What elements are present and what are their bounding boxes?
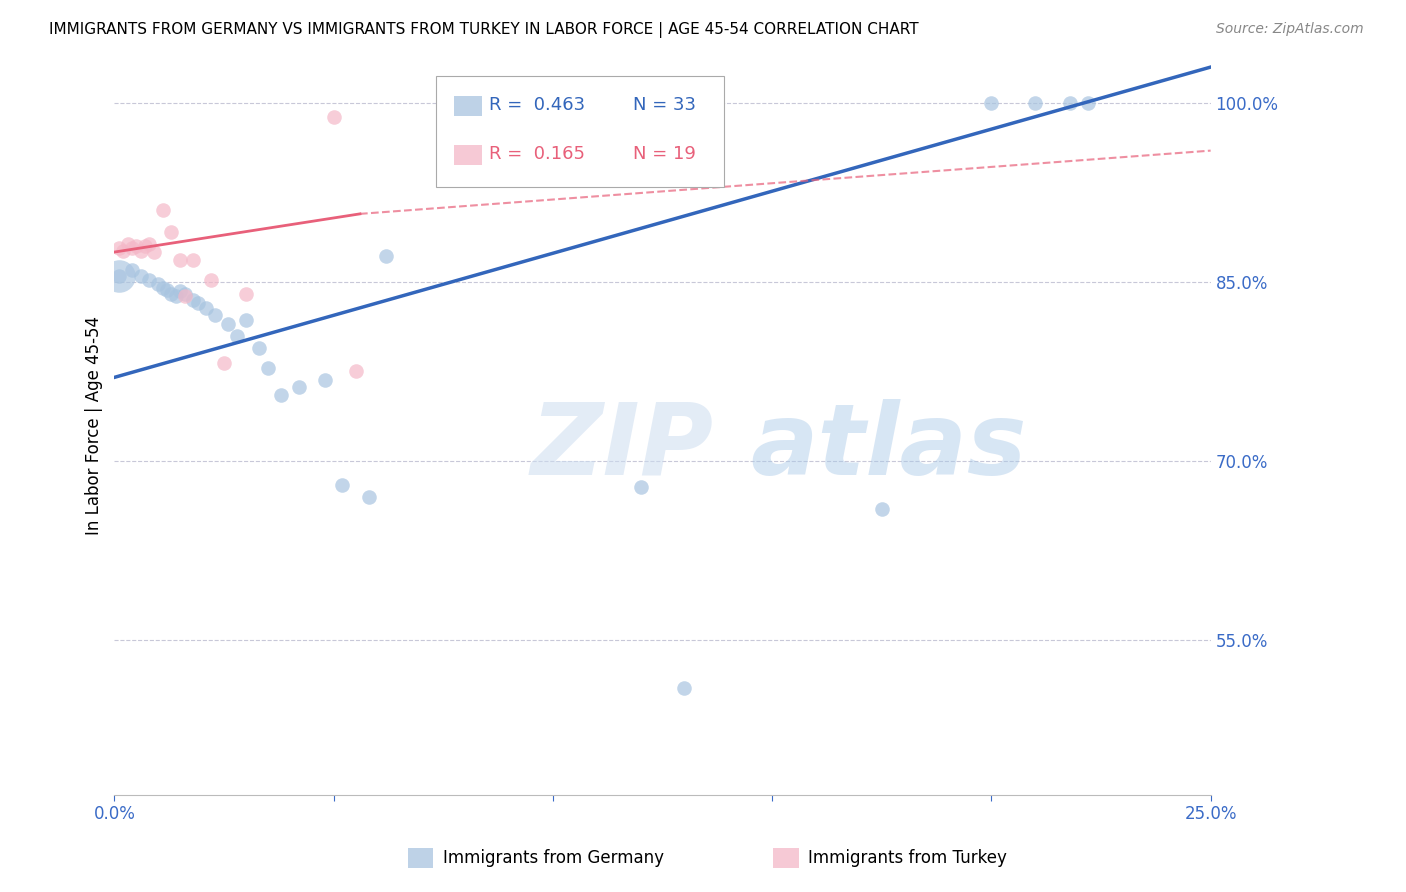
Y-axis label: In Labor Force | Age 45-54: In Labor Force | Age 45-54 xyxy=(86,316,103,534)
Point xyxy=(247,341,270,355)
Text: R =  0.463: R = 0.463 xyxy=(489,96,585,114)
Point xyxy=(169,285,191,299)
Point xyxy=(117,236,139,251)
Point xyxy=(870,501,893,516)
Point xyxy=(235,286,257,301)
Point xyxy=(187,296,209,310)
Point xyxy=(156,283,179,297)
Text: Source: ZipAtlas.com: Source: ZipAtlas.com xyxy=(1216,22,1364,37)
Point xyxy=(212,356,235,370)
Point xyxy=(287,380,309,394)
Point xyxy=(142,245,165,260)
Point xyxy=(160,225,183,239)
Point xyxy=(195,301,218,315)
Point xyxy=(200,272,222,286)
Text: atlas: atlas xyxy=(751,399,1026,496)
Text: Immigrants from Germany: Immigrants from Germany xyxy=(443,849,664,867)
Point xyxy=(173,286,195,301)
Point xyxy=(357,490,380,504)
Point xyxy=(107,268,129,283)
Point xyxy=(270,388,292,402)
Point xyxy=(322,110,344,124)
Point xyxy=(152,203,174,218)
Point xyxy=(183,293,205,307)
Text: IMMIGRANTS FROM GERMANY VS IMMIGRANTS FROM TURKEY IN LABOR FORCE | AGE 45-54 COR: IMMIGRANTS FROM GERMANY VS IMMIGRANTS FR… xyxy=(49,22,920,38)
Point xyxy=(375,249,398,263)
Point xyxy=(673,681,696,695)
Point xyxy=(107,268,129,283)
Point xyxy=(1059,95,1081,110)
Point xyxy=(630,480,652,494)
Point xyxy=(138,272,160,286)
Point xyxy=(344,364,367,378)
Point xyxy=(121,242,143,256)
Point xyxy=(257,360,280,375)
Point xyxy=(217,317,239,331)
Point xyxy=(112,244,135,258)
Point xyxy=(173,289,195,303)
Point xyxy=(129,244,152,258)
Text: R =  0.165: R = 0.165 xyxy=(489,145,585,163)
Point xyxy=(235,313,257,327)
Point xyxy=(160,286,183,301)
Point xyxy=(169,253,191,268)
Text: N = 19: N = 19 xyxy=(633,145,696,163)
Point xyxy=(183,253,205,268)
Point xyxy=(129,268,152,283)
Point xyxy=(204,308,226,322)
Point xyxy=(165,289,187,303)
Text: Immigrants from Turkey: Immigrants from Turkey xyxy=(808,849,1007,867)
Point xyxy=(121,263,143,277)
Point xyxy=(226,328,249,343)
Point xyxy=(138,236,160,251)
Point xyxy=(125,239,148,253)
Text: N = 33: N = 33 xyxy=(633,96,696,114)
Point xyxy=(314,373,336,387)
Point xyxy=(148,277,170,292)
Point xyxy=(134,239,156,253)
Point xyxy=(332,477,354,491)
Point xyxy=(980,95,1002,110)
Text: ZIP: ZIP xyxy=(531,399,714,496)
Point xyxy=(1077,95,1099,110)
Point xyxy=(107,242,129,256)
Point xyxy=(152,281,174,295)
Point xyxy=(1024,95,1046,110)
